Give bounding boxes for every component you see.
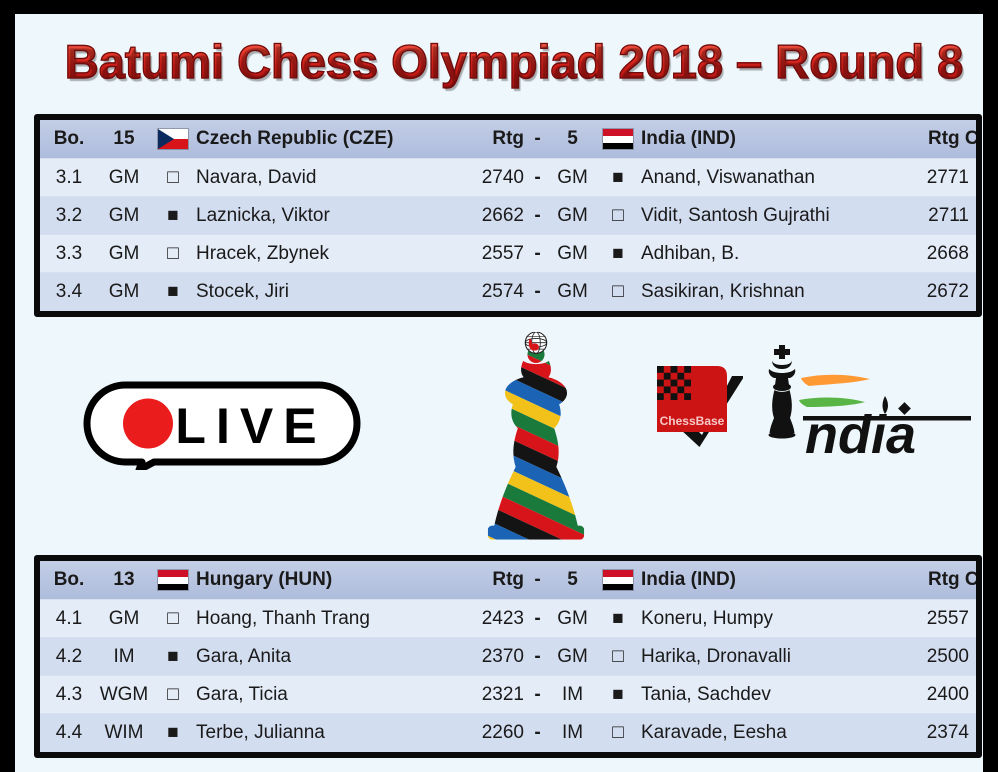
svg-text:ndia: ndia [805, 405, 916, 465]
svg-text:ChessBase: ChessBase [660, 414, 725, 428]
svg-text:LIVE: LIVE [175, 398, 326, 454]
